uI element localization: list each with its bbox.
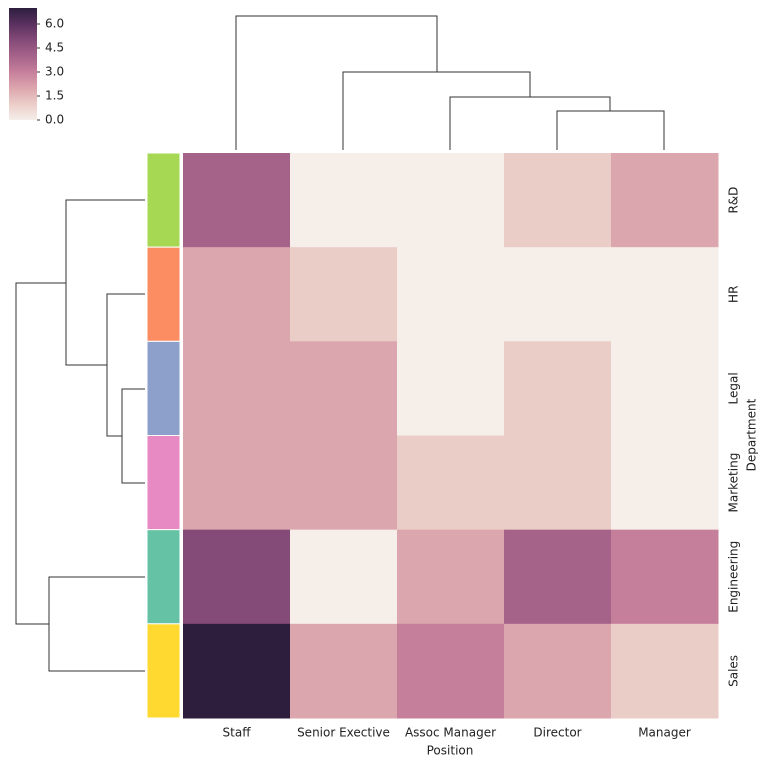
cell <box>397 529 505 625</box>
cell <box>183 435 291 531</box>
colorbar-tick-label: 3.0 <box>45 65 64 79</box>
cell <box>183 341 291 436</box>
cell <box>397 623 505 719</box>
y-tick-label: HR <box>727 286 741 303</box>
cell <box>397 435 505 531</box>
colorbar-tick-label: 4.5 <box>45 41 64 55</box>
cell <box>611 435 719 531</box>
cell <box>290 435 398 531</box>
row-color <box>146 152 181 248</box>
x-tick-label: Manager <box>638 726 691 740</box>
y-tick-label: Legal <box>727 372 741 404</box>
cell <box>183 247 291 342</box>
cell <box>290 341 398 436</box>
cell <box>290 153 398 248</box>
colorbar-tick-label: 6.0 <box>45 17 64 31</box>
cell <box>397 153 505 248</box>
x-tick-label: Staff <box>223 726 252 740</box>
colorbar-tick-label: 0.0 <box>45 113 64 127</box>
row-color <box>146 435 181 531</box>
cell <box>611 623 719 719</box>
cell <box>290 247 398 342</box>
cell <box>504 435 612 531</box>
cell <box>504 529 612 625</box>
row-color <box>146 623 181 719</box>
cell <box>290 529 398 625</box>
row-color <box>146 529 181 625</box>
row-color <box>146 246 181 342</box>
cell <box>611 153 719 248</box>
y-tick-label: Sales <box>727 655 741 687</box>
x-axis-label: Position <box>427 744 474 758</box>
x-tick-label: Assoc Manager <box>405 726 496 740</box>
row-color <box>146 340 181 437</box>
cell <box>611 341 719 436</box>
cell <box>183 623 291 719</box>
y-tick-label: Engineering <box>727 541 741 613</box>
cell <box>504 247 612 342</box>
x-tick-label: Senior Exective <box>297 726 390 740</box>
cell <box>397 247 505 342</box>
colorbar <box>9 8 37 120</box>
cell <box>611 247 719 342</box>
cell <box>183 529 291 625</box>
row-dendrogram <box>15 199 145 672</box>
cell <box>290 623 398 719</box>
y-tick-label: R&D <box>727 187 741 214</box>
cell <box>611 529 719 625</box>
column-dendrogram <box>235 15 665 150</box>
x-tick-label: Director <box>533 726 581 740</box>
cell <box>183 153 291 248</box>
colorbar-tick-label: 1.5 <box>45 89 64 103</box>
cell <box>504 153 612 248</box>
cell <box>397 341 505 436</box>
y-tick-label: Marketing <box>727 453 741 513</box>
y-axis-label: Department <box>745 398 759 471</box>
cell <box>504 623 612 719</box>
cell <box>504 341 612 436</box>
